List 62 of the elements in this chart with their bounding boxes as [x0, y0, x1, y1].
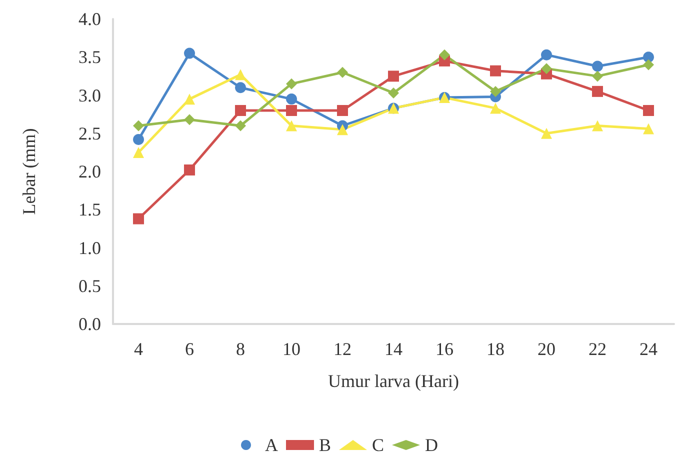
point [286, 94, 297, 105]
point [184, 48, 195, 59]
point [388, 70, 399, 82]
y-tick-label: 1.0 [78, 238, 101, 258]
y-tick-label: 2.0 [78, 162, 101, 182]
point [643, 52, 654, 63]
point [184, 114, 195, 126]
point [286, 105, 297, 116]
point [235, 120, 246, 132]
y-tick-label: 1.5 [78, 200, 101, 220]
point [286, 78, 297, 90]
x-tick-label: 12 [334, 339, 352, 359]
point [541, 49, 552, 60]
point [184, 164, 195, 176]
y-tick-label: 0.0 [78, 314, 101, 334]
legend-label: A [264, 435, 278, 455]
point [592, 70, 603, 82]
point [490, 65, 501, 76]
x-tick-label: 18 [486, 339, 504, 359]
x-tick-label: 10 [282, 339, 300, 359]
point [235, 82, 246, 94]
point [337, 66, 348, 78]
point [133, 120, 144, 132]
y-tick-label: 2.5 [78, 123, 101, 144]
point [643, 59, 654, 70]
x-tick-label: 6 [185, 339, 194, 359]
y-tick-label: 0.5 [78, 276, 101, 296]
point [490, 86, 501, 97]
x-tick-label: 22 [588, 339, 606, 359]
x-tick-label: 14 [384, 339, 402, 359]
legend-label: B [318, 435, 332, 455]
y-axis-title: Lebar (mm) [19, 128, 39, 215]
x-tick-label: 16 [436, 339, 454, 359]
point [133, 213, 144, 224]
point [235, 105, 246, 116]
y-tick-label: 3.0 [78, 85, 101, 106]
point [337, 124, 348, 136]
x-tick-label: 24 [640, 339, 658, 359]
point [541, 128, 552, 139]
point [592, 120, 603, 132]
point [388, 87, 399, 98]
y-tick-label: 4.0 [78, 9, 101, 29]
legend-label: D [425, 435, 438, 455]
point [133, 146, 144, 158]
point [184, 94, 195, 105]
point [643, 105, 654, 116]
legend-label: C [372, 435, 384, 455]
point [592, 60, 603, 72]
point [235, 69, 246, 80]
point [541, 63, 552, 74]
x-tick-label: 8 [236, 339, 245, 359]
y-tick-label: 3.5 [78, 47, 101, 68]
x-tick-label: 20 [538, 339, 556, 359]
point [286, 120, 297, 132]
point [643, 123, 654, 134]
point [133, 134, 144, 145]
x-axis-title: Umur larva (Hari) [328, 371, 459, 391]
x-tick-label: 4 [134, 339, 143, 359]
point [337, 105, 348, 116]
point [592, 86, 603, 97]
point [490, 102, 501, 114]
point [439, 49, 450, 60]
